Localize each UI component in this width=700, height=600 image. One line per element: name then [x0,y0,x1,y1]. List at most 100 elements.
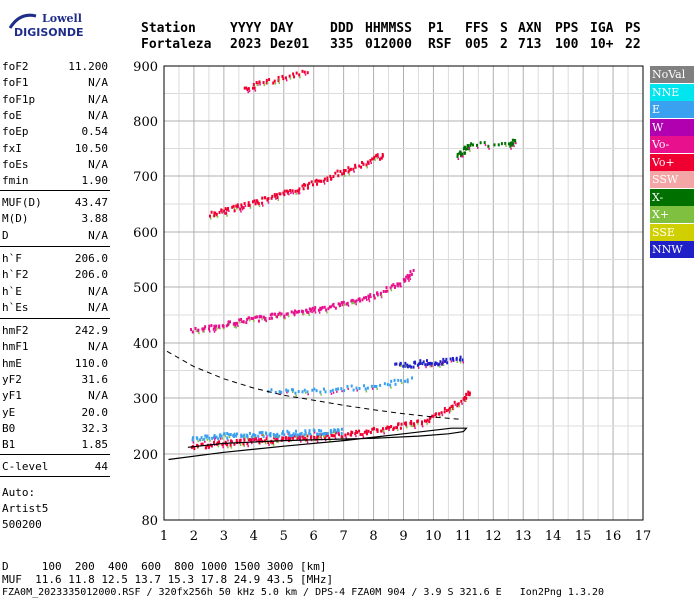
trace-point [340,387,343,391]
param-key: yF2 [2,372,22,386]
trace-point [191,436,194,440]
trace-point [382,290,385,294]
trace-point [285,388,288,392]
header-value-2: Dez01 [270,37,310,52]
chart-grid [164,65,644,521]
trace-point [313,308,316,312]
trace-point [294,429,297,433]
param-key: foEp [2,125,29,139]
header-label-11: PS [625,21,641,36]
trace-point [239,438,242,442]
trace-point [428,362,431,366]
trace-point [314,306,317,310]
trace-point [512,142,515,146]
param-value: 32.3 [81,421,109,435]
trace-point [298,192,301,195]
trace-point [219,433,222,437]
trace-point [254,433,257,437]
trace-point [218,440,221,444]
trace-point [363,296,366,300]
trace-point [380,429,383,433]
trace-point [340,431,343,435]
trace-point [274,434,277,438]
trace-point [381,154,384,158]
trace-point [463,145,466,149]
trace-point [256,84,259,87]
x-tick-label: 8 [369,529,377,544]
param-key: h`Es [2,300,29,314]
trace-point [303,313,305,316]
trace-point [260,315,263,319]
trace-point [261,196,264,200]
trace-point [334,431,337,435]
trace-point [243,437,245,440]
trace-point [337,432,340,436]
trace-point [361,160,364,164]
trace-point [259,83,261,86]
trace-point [365,163,368,167]
trace-point [213,214,216,218]
param-key: fxI [2,141,22,155]
trace-point [292,72,295,76]
trace-point [257,438,260,442]
trace-point [303,433,306,437]
trace-point [218,210,221,214]
param-value: N/A [88,228,108,242]
trace-point [206,434,209,438]
trace-point [263,84,266,87]
trace-point [257,319,260,323]
trace-point [316,182,319,186]
trace-point [469,143,472,147]
trace-point [254,315,257,319]
trace-point [251,442,253,445]
trace-point [310,308,313,312]
trace-point [458,405,461,408]
trace-point [255,81,258,85]
trace-point [350,299,353,303]
trace-point [426,418,429,422]
trace-point [396,426,399,430]
trace-point [365,429,368,433]
trace-point [320,306,323,310]
trace-point [403,421,406,425]
trace-point [358,297,361,301]
trace-point [414,427,416,430]
trace-point [404,361,407,365]
trace-point [262,81,265,85]
trace-point [368,295,371,299]
trace-point [202,327,205,331]
trace-point [466,147,469,151]
trace-point [457,158,460,161]
trace-point [372,294,375,298]
trace-point [202,330,204,333]
trace-point [317,434,320,438]
trace-point [247,445,249,448]
trace-point [382,430,385,433]
trace-point [324,435,326,438]
trace-point [256,200,259,204]
x-tick-label: 3 [220,529,228,544]
trace-point [210,210,213,214]
legend-item-e: E [650,101,694,118]
trace-point [448,411,451,414]
trace-point [336,169,339,173]
x-tick-label: 11 [455,529,472,544]
trace-point [409,421,412,425]
param-value: N/A [88,76,108,90]
trace-point [229,320,232,324]
x-tick-label: 9 [399,529,407,544]
trace-point [266,81,269,84]
trace-point [329,428,332,432]
trace-point [286,391,288,394]
param-value: 11.200 [68,60,108,73]
trace-point [445,357,448,361]
trace-point [277,435,279,438]
trace-point [264,442,267,445]
trace-point [233,322,236,326]
trace-point [432,414,435,418]
trace-point [406,273,409,277]
trace-point [210,324,213,328]
trace-point [405,275,408,279]
trace-point [359,432,362,436]
